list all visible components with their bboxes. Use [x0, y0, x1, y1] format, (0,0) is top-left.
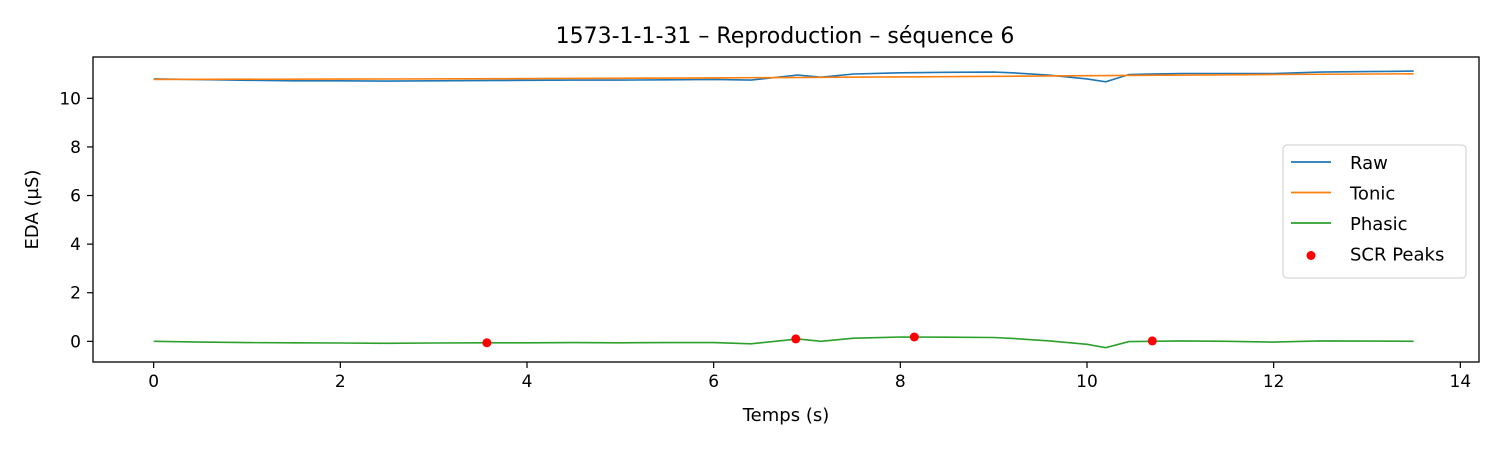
y-tick-label: 6 — [70, 187, 81, 207]
y-tick-label: 4 — [70, 235, 81, 255]
y-axis-label: EDA (µS) — [22, 170, 43, 250]
y-tick-label: 10 — [59, 89, 81, 109]
scr-peak-point — [791, 334, 801, 344]
plot-area — [153, 70, 1414, 349]
y-tick-label: 8 — [70, 138, 81, 158]
x-tick-label: 0 — [148, 372, 159, 392]
y-tick-label: 2 — [70, 284, 81, 304]
y-tick-label: 0 — [70, 332, 81, 352]
legend-label: Tonic — [1349, 184, 1395, 205]
chart-title: 1573-1-1-31 – Reproduction – séquence 6 — [556, 24, 1015, 49]
x-tick-label: 14 — [1450, 372, 1472, 392]
plot-frame — [92, 56, 1480, 363]
x-tick-label: 2 — [335, 372, 346, 392]
scr-peak-point — [1147, 336, 1157, 346]
scr-peak-point — [482, 338, 492, 348]
x-axis-label: Temps (s) — [742, 405, 830, 426]
x-axis: 0 2 4 6 8 10 12 14 — [148, 362, 1471, 392]
x-tick-label: 8 — [895, 372, 906, 392]
series-line-phasic — [153, 336, 1414, 349]
y-axis: 0 2 4 6 8 10 — [59, 89, 93, 352]
x-tick-label: 4 — [522, 372, 533, 392]
legend-swatch-scr-peaks — [1306, 251, 1316, 260]
legend-label: Raw — [1350, 153, 1388, 174]
scr-peak-point — [909, 332, 919, 342]
series-line-raw — [153, 70, 1414, 83]
x-tick-label: 6 — [708, 372, 719, 392]
x-tick-label: 10 — [1076, 372, 1098, 392]
legend-label: Phasic — [1350, 214, 1408, 235]
legend: Raw Tonic Phasic SCR Peaks — [1282, 144, 1467, 279]
x-tick-label: 12 — [1263, 372, 1285, 392]
legend-label: SCR Peaks — [1350, 245, 1444, 266]
legend-box — [1282, 144, 1467, 279]
series-line-tonic — [153, 73, 1414, 81]
